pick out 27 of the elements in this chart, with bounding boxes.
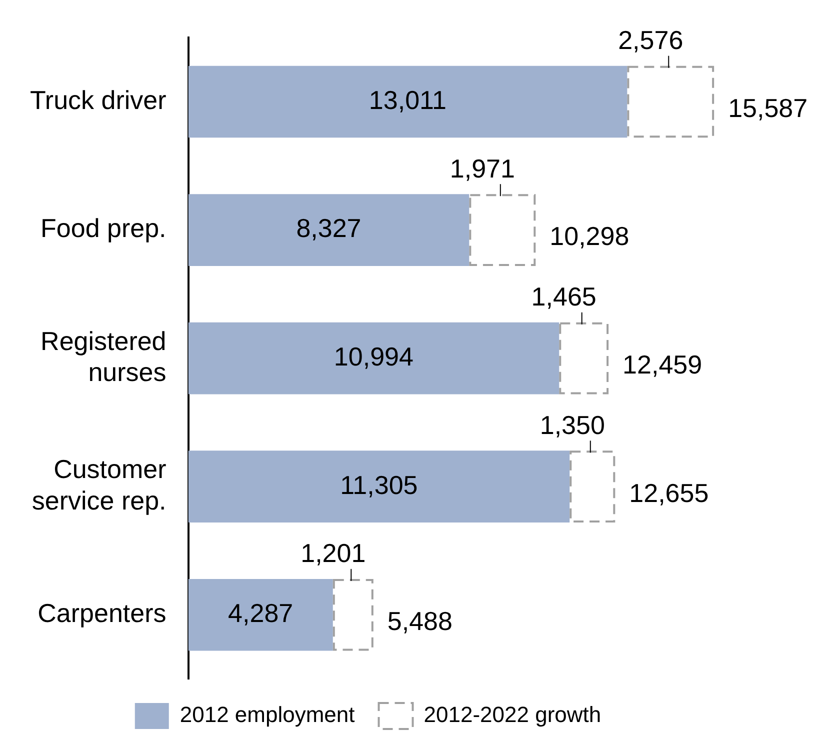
y-tick-label: Registered nurses [40, 326, 166, 388]
bar [188, 66, 628, 138]
y-tick-label: Food prep. [40, 213, 166, 244]
data-label: 1,465 [531, 282, 596, 312]
bar [188, 578, 333, 651]
data-label: 1,971 [450, 153, 515, 184]
bar [188, 194, 470, 266]
data-label: 13,011 [368, 84, 447, 115]
data-label: 11,305 [340, 470, 418, 500]
total-label: 5,488 [387, 606, 452, 636]
bar [188, 322, 560, 394]
data-label: 4,287 [228, 598, 294, 628]
data-label: 2,576 [618, 24, 684, 55]
total-label: 12,459 [622, 349, 702, 380]
total-label: 15,587 [728, 92, 808, 123]
y-tick-label: Truck driver [30, 84, 167, 115]
y-tick-label: Carpenters [38, 598, 166, 628]
total-label: 12,655 [629, 478, 709, 508]
total-label: 10,298 [550, 221, 630, 252]
data-label: 10,994 [334, 341, 414, 372]
legend-label: 2012 employment [180, 702, 355, 728]
legend-label: 2012-2022 growth [424, 702, 602, 728]
bar [188, 450, 570, 522]
data-label: 1,350 [540, 410, 605, 440]
data-label: 1,201 [300, 538, 366, 568]
data-label: 8,327 [296, 213, 362, 244]
y-tick-label: Customer service rep. [32, 454, 167, 516]
